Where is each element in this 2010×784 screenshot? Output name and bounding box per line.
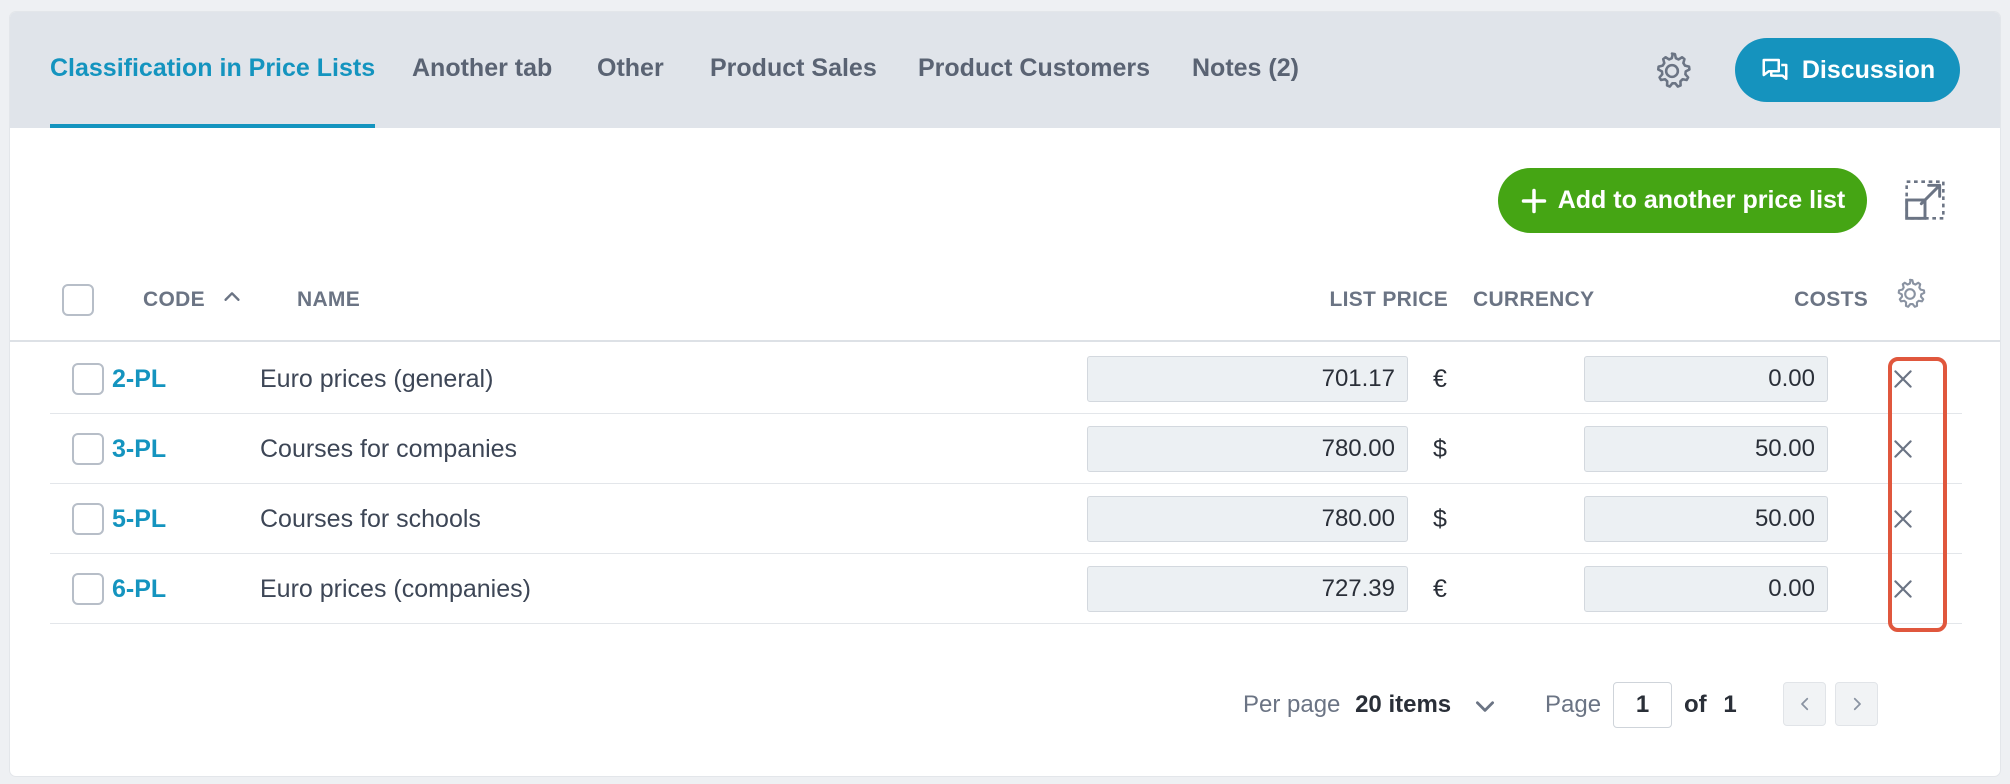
remove-row-close-icon[interactable] <box>1890 436 1916 462</box>
table-row: 3-PL Courses for companies 780.00 $ 50.0… <box>50 414 1962 484</box>
chevron-right-icon <box>1853 697 1861 711</box>
tab-classification-in-price-lists[interactable]: Classification in Price Lists <box>50 12 376 128</box>
row-code-link[interactable]: 5-PL <box>112 505 167 533</box>
total-pages: 1 <box>1723 691 1737 718</box>
main-panel: Classification in Price Lists Another ta… <box>10 12 2000 776</box>
remove-row-close-icon[interactable] <box>1890 576 1916 602</box>
row-currency: $ <box>1433 435 1447 463</box>
select-all-checkbox[interactable] <box>62 284 94 316</box>
discussion-button[interactable]: Discussion <box>1735 38 1960 102</box>
previous-page-button[interactable] <box>1783 682 1826 726</box>
row-code-link[interactable]: 6-PL <box>112 575 167 603</box>
per-page-select[interactable]: 20 items <box>1355 691 1452 718</box>
table-header: CODE NAME LIST PRICE CURRENCY COSTS <box>10 258 2000 342</box>
page-number-input[interactable]: 1 <box>1613 682 1672 728</box>
page-label: Page <box>1545 691 1602 718</box>
costs-input[interactable]: 0.00 <box>1584 566 1828 612</box>
discussion-label: Discussion <box>1801 55 1936 84</box>
gear-icon[interactable] <box>1650 49 1694 93</box>
row-checkbox[interactable] <box>72 433 104 465</box>
row-name: Courses for companies <box>260 435 518 463</box>
list-price-input[interactable]: 701.17 <box>1087 356 1408 402</box>
tab-product-sales[interactable]: Product Sales <box>710 54 877 82</box>
list-price-input[interactable]: 780.00 <box>1087 426 1408 472</box>
chevron-down-icon[interactable] <box>1472 693 1498 719</box>
column-header-name[interactable]: NAME <box>297 288 361 311</box>
column-code-label: CODE <box>143 288 205 311</box>
column-header-list-price[interactable]: LIST PRICE <box>1329 288 1448 311</box>
remove-row-close-icon[interactable] <box>1890 506 1916 532</box>
costs-input[interactable]: 50.00 <box>1584 496 1828 542</box>
column-header-code[interactable]: CODE <box>143 258 243 342</box>
tab-another-tab[interactable]: Another tab <box>412 54 553 82</box>
sort-ascending-icon[interactable] <box>221 286 243 308</box>
chat-icon <box>1762 58 1788 80</box>
page-of-total: of 1 <box>1684 680 1737 730</box>
table-row: 5-PL Courses for schools 780.00 $ 50.00 <box>50 484 1962 554</box>
costs-input[interactable]: 0.00 <box>1584 356 1828 402</box>
row-checkbox[interactable] <box>72 503 104 535</box>
row-checkbox[interactable] <box>72 573 104 605</box>
list-price-input[interactable]: 780.00 <box>1087 496 1408 542</box>
add-to-price-list-button[interactable]: Add to another price list <box>1498 168 1867 233</box>
column-header-currency[interactable]: CURRENCY <box>1473 288 1595 311</box>
costs-input[interactable]: 50.00 <box>1584 426 1828 472</box>
list-price-input[interactable]: 727.39 <box>1087 566 1408 612</box>
column-header-costs[interactable]: COSTS <box>1794 288 1868 311</box>
row-code-link[interactable]: 3-PL <box>112 435 167 463</box>
row-currency: € <box>1433 365 1447 393</box>
expand-icon[interactable] <box>1903 178 1947 222</box>
chevron-left-icon <box>1800 697 1808 711</box>
row-name: Courses for schools <box>260 505 481 533</box>
row-code-link[interactable]: 2-PL <box>112 365 167 393</box>
tab-bar: Classification in Price Lists Another ta… <box>10 12 2000 128</box>
row-name: Euro prices (general) <box>260 365 494 393</box>
table-row: 2-PL Euro prices (general) 701.17 € 0.00 <box>50 344 1962 414</box>
row-currency: $ <box>1433 505 1447 533</box>
tab-notes[interactable]: Notes (2) <box>1192 54 1299 82</box>
row-currency: € <box>1433 575 1447 603</box>
column-settings-gear-icon[interactable] <box>1892 276 1928 312</box>
per-page-label: Per page <box>1243 691 1341 718</box>
tab-other[interactable]: Other <box>597 54 664 82</box>
plus-icon <box>1521 188 1546 213</box>
of-label: of <box>1684 691 1707 718</box>
table-row: 6-PL Euro prices (companies) 727.39 € 0.… <box>50 554 1962 624</box>
next-page-button[interactable] <box>1835 682 1878 726</box>
pagination-per-page: Per page 20 items <box>1243 680 1451 730</box>
row-name: Euro prices (companies) <box>260 575 531 603</box>
row-checkbox[interactable] <box>72 363 104 395</box>
remove-row-close-icon[interactable] <box>1890 366 1916 392</box>
tab-product-customers[interactable]: Product Customers <box>918 54 1150 82</box>
add-label: Add to another price list <box>1557 186 1846 214</box>
